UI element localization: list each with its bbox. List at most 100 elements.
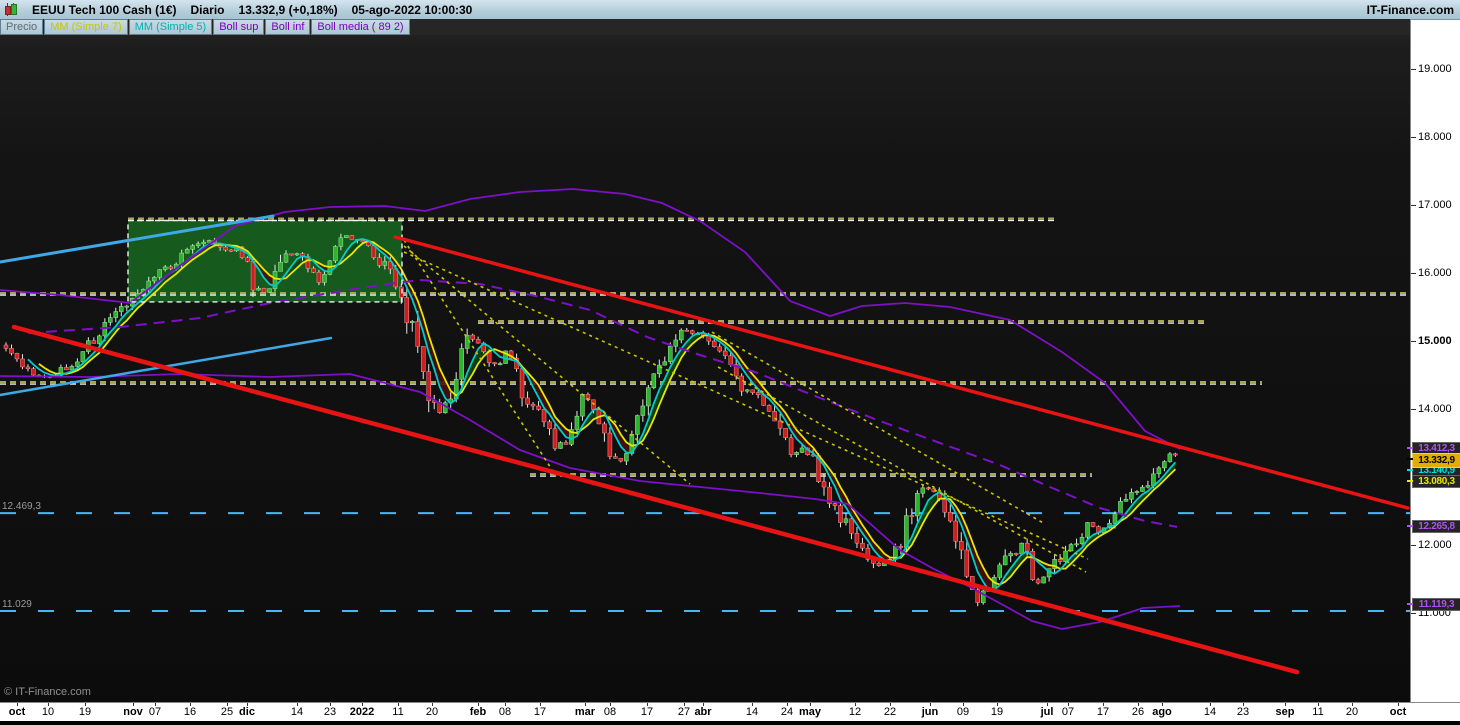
ma-fill	[1169, 462, 1176, 475]
candle-down	[530, 403, 536, 407]
candle-up	[344, 235, 349, 238]
candle-up	[497, 363, 503, 365]
ma-fill	[851, 507, 857, 525]
candle-up	[69, 366, 75, 371]
x-tick-day-label: 07	[148, 706, 162, 718]
red-trend-line	[393, 235, 1410, 510]
bollinger-inf-line	[0, 373, 1181, 630]
x-tick-mark	[1068, 703, 1069, 706]
candle-up	[1145, 485, 1151, 488]
y-tick-label: 12.000	[1418, 538, 1452, 551]
tag-stub	[1407, 480, 1413, 483]
x-tick-mark	[362, 703, 363, 706]
candle-down	[3, 344, 9, 349]
x-tick-day-label: 11	[1312, 706, 1324, 718]
candle-down	[750, 389, 755, 393]
y-tick-label: 19.000	[1418, 62, 1452, 75]
candle-up	[322, 274, 327, 283]
y-tick-mark	[1411, 612, 1416, 614]
candle-down	[415, 321, 420, 347]
ma-fill	[439, 368, 446, 399]
candle-up	[1085, 522, 1090, 538]
candle-up	[980, 590, 986, 603]
ma-fill	[154, 282, 160, 294]
ma-fill	[648, 403, 654, 431]
x-tick-mark	[1103, 703, 1104, 706]
chart-svg[interactable]	[0, 0, 1410, 720]
timeframe-label[interactable]: Diario	[190, 2, 225, 17]
candle-up	[673, 339, 679, 347]
candle-up	[459, 348, 464, 380]
x-tick-day-label: 14	[290, 706, 304, 718]
x-tick-mark	[997, 703, 998, 706]
candle-down	[377, 257, 382, 266]
legend-item-boll-sup[interactable]: Boll sup	[213, 19, 265, 35]
x-tick-day-label: 09	[956, 706, 970, 718]
ma-fill	[972, 541, 978, 572]
ma-fill	[966, 527, 973, 556]
candle-up	[184, 249, 190, 254]
candle-up	[338, 237, 344, 247]
bollinger-sup-line	[0, 188, 1181, 450]
ma-fill	[472, 349, 479, 374]
title-bar: EEUU Tech 100 Cash (1€) Diario 13.332,9 …	[0, 0, 1460, 20]
candle-up	[278, 261, 283, 272]
candle-down	[399, 286, 404, 298]
candle-down	[739, 375, 744, 392]
legend-item-boll-inf[interactable]: Boll inf	[265, 19, 311, 35]
x-tick-day-label: 19	[78, 706, 92, 718]
candle-up	[124, 305, 130, 308]
brand-link[interactable]: IT-Finance.com	[1366, 2, 1454, 17]
candle-up	[1052, 559, 1057, 569]
ma-fill	[862, 525, 868, 541]
x-tick-day-label: 23	[1236, 706, 1250, 718]
candle-up	[915, 492, 920, 517]
bollinger-media-line	[27, 278, 1178, 528]
candle-up	[574, 415, 580, 430]
legend-item-mm-simple-5[interactable]: MM (Simple 5)	[128, 19, 213, 35]
legend-item-boll-media-89-2[interactable]: Boll media ( 89 2)	[311, 19, 410, 35]
candle-down	[849, 518, 854, 534]
candle-down	[909, 515, 915, 518]
ma-fill	[791, 421, 797, 439]
candle-up	[283, 253, 289, 263]
candle-down	[316, 272, 322, 283]
ma-fill	[796, 430, 803, 445]
candle-up	[1063, 550, 1068, 562]
candle-down	[953, 520, 959, 542]
candle-up	[1112, 513, 1118, 524]
candle-up	[410, 321, 415, 324]
candle-down	[228, 249, 234, 252]
candle-down	[684, 329, 690, 332]
fan-line	[717, 366, 1087, 573]
price-change: (+0,18%)	[288, 2, 338, 17]
chart-canvas[interactable]	[0, 0, 1410, 720]
ma-fill	[467, 360, 473, 383]
legend-item-precio[interactable]: Precio	[0, 19, 44, 35]
legend-item-mm-simple-7[interactable]: MM (Simple 7)	[44, 19, 128, 35]
time-axis[interactable]: oct 10 19 nov 07 16 25 dic 14 23 2022 11 20 feb 08 17 ma…	[0, 702, 1460, 721]
ma-fill	[752, 374, 759, 389]
candle-down	[349, 235, 355, 240]
candle-down	[541, 409, 547, 423]
candle-up	[119, 306, 124, 312]
x-tick-mark	[478, 703, 479, 706]
ma-fill	[747, 367, 753, 383]
candle-down	[602, 423, 607, 434]
x-tick-day-label: 20	[425, 706, 439, 718]
y-tick-mark	[1411, 340, 1416, 342]
candle-down	[1024, 542, 1030, 552]
candle-down	[1030, 551, 1035, 580]
level-price-label: 12.469,3	[2, 501, 41, 513]
price-axis[interactable]: 19.000 18.000 17.000 16.000 15.000 14.000 12.0…	[1407, 19, 1460, 720]
candle-up	[558, 442, 563, 449]
x-tick-day-label: 19	[990, 706, 1004, 718]
ma-fill	[1016, 554, 1022, 570]
candle-up	[1123, 498, 1129, 502]
candle-down	[613, 456, 618, 459]
x-tick-month-label: feb	[469, 706, 487, 718]
ma-fill	[659, 378, 665, 406]
ma-fill	[741, 360, 748, 376]
ma-fill	[664, 366, 671, 393]
